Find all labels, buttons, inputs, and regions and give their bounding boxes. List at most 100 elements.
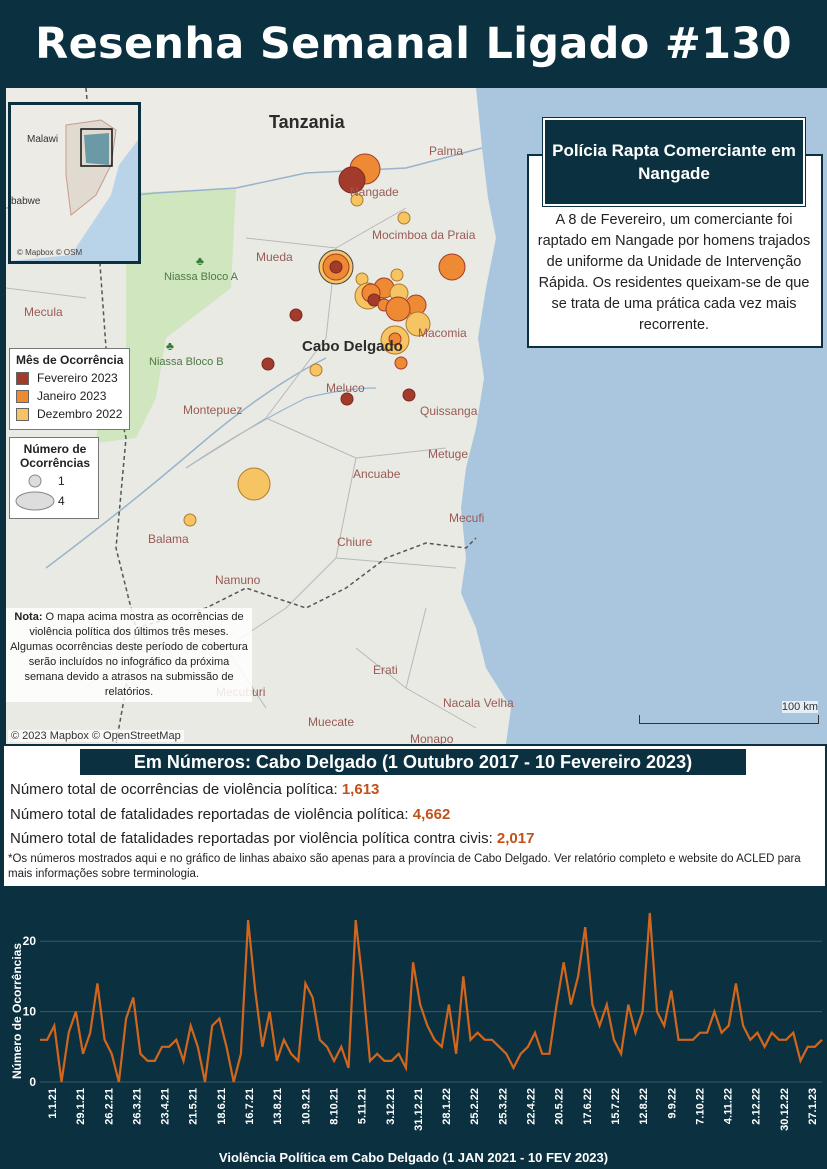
legend-month-title: Mês de Ocorrência — [16, 353, 124, 367]
map-label-mecula: Mecula — [24, 305, 63, 319]
callout-title: Polícia Rapta Comerciante em Nangade — [542, 117, 806, 207]
x-tick-label: 15.7.22 — [610, 1088, 622, 1125]
x-tick-label: 17.6.22 — [582, 1088, 594, 1125]
map-label-mueda: Mueda — [256, 250, 293, 264]
legend-size-min: 1 — [58, 474, 65, 488]
x-tick-label: 23.4.21 — [160, 1088, 172, 1125]
map-label-nangade: Nangade — [350, 185, 399, 199]
y-tick-label: 0 — [29, 1075, 36, 1089]
map-note-text: O mapa acima mostra as ocorrências de vi… — [10, 611, 248, 698]
line-chart: 0 10 20 1.1.21 29.1.21 26.2.21 26.3.21 23.4.21… — [23, 912, 823, 1131]
numbers-line: Número total de fatalidades reportadas d… — [10, 806, 450, 823]
map-label-quissanga: Quissanga — [420, 404, 478, 418]
map-label-namuno: Namuno — [215, 573, 261, 587]
y-tick-label: 10 — [23, 1005, 37, 1019]
map-note-bold: Nota: — [14, 611, 43, 623]
x-tick-label: 29.1.21 — [75, 1088, 87, 1125]
map-label-erati: Erati — [373, 663, 398, 677]
line-chart-panel: Número de Ocorrências 0 10 20 1.1.21 29.1.2… — [0, 886, 827, 1169]
map-label-montepuez: Montepuez — [183, 403, 243, 417]
numbers-footnote: *Os números mostrados aqui e no gráfico … — [8, 853, 801, 880]
map-label-chiure: Chiure — [337, 535, 373, 549]
legend-item-label: Fevereiro 2023 — [37, 371, 118, 385]
legend-swatch — [16, 407, 29, 421]
legend-size: Número de Ocorrências 1 4 — [9, 437, 99, 519]
x-tick-label: 3.12.21 — [385, 1088, 397, 1125]
series-line — [40, 912, 823, 1083]
map-label-balama: Balama — [148, 532, 189, 546]
legend-item-label: Dezembro 2022 — [37, 407, 123, 421]
numbers-line-label: Número total de fatalidades reportadas d… — [10, 806, 413, 823]
x-tick-label: 28.1.22 — [441, 1088, 453, 1125]
numbers-line: Número total de ocorrências de violência… — [10, 781, 379, 798]
map-label-nacala-velha: Nacala Velha — [443, 696, 514, 710]
x-tick-label: 16.7.21 — [244, 1088, 256, 1125]
provincial-border — [135, 537, 477, 629]
numbers-line: Número total de fatalidades reportadas p… — [10, 830, 534, 847]
legend-size-scale: 1 4 — [14, 470, 96, 514]
legend-swatch — [16, 389, 29, 403]
map-label-cabo-delgado: Cabo Delgado — [302, 338, 403, 355]
x-tick-label: 9.9.22 — [666, 1088, 678, 1119]
x-tick-label: 25.3.22 — [497, 1088, 509, 1125]
numbers-line-label: Número total de fatalidades reportadas p… — [10, 830, 497, 847]
map-label-ancuabe: Ancuabe — [353, 467, 401, 481]
map-label-monapo: Monapo — [410, 732, 454, 744]
river — [185, 387, 377, 469]
x-tick-label: 26.2.21 — [103, 1088, 115, 1125]
chart-grid — [40, 940, 822, 1083]
numbers-title: Em Números: Cabo Delgado (1 Outubro 2017… — [80, 749, 746, 775]
map-label-mecufi: Mecufi — [449, 511, 485, 525]
map-label-muecate: Muecate — [308, 715, 355, 729]
inset-attribution: © Mapbox © OSM — [17, 248, 83, 257]
legend-item-label: Janeiro 2023 — [37, 389, 107, 403]
x-tick-label: 18.6.21 — [216, 1088, 228, 1125]
callout-text: A 8 de Fevereiro, um comerciante foi rap… — [537, 212, 811, 333]
x-tick-label: 20.5.22 — [554, 1088, 566, 1125]
inset-label-malawi: Malawi — [27, 134, 59, 145]
x-tick-label: 2.12.22 — [751, 1088, 763, 1125]
x-tick-label: 4.11.22 — [723, 1088, 735, 1124]
map-label-metuge: Metuge — [428, 447, 469, 461]
map-label-palma: Palma — [429, 144, 464, 158]
chart-x-title: Violência Política em Cabo Delgado (1 JA… — [218, 1150, 609, 1165]
legend-size-title: Número de Ocorrências — [19, 442, 91, 470]
x-tick-label: 5.11.21 — [357, 1088, 369, 1124]
x-tick-label: 8.10.21 — [328, 1088, 340, 1125]
map-label-macomia: Macomia — [418, 326, 467, 340]
map-note: Nota: O mapa acima mostra as ocorrências… — [6, 608, 252, 702]
map-label-meluco: Meluco — [326, 381, 365, 395]
numbers-panel: Em Números: Cabo Delgado (1 Outubro 2017… — [2, 744, 827, 888]
event-markers — [183, 153, 466, 527]
x-tick-label: 30.12.22 — [779, 1088, 791, 1131]
x-tick-label: 12.8.22 — [638, 1088, 650, 1125]
chart-y-ticks: 0 10 20 — [23, 934, 37, 1089]
river — [45, 357, 327, 569]
map-credit[interactable]: © 2023 Mapbox © OpenStreetMap — [8, 730, 184, 742]
tree-icon: ♣ — [166, 339, 174, 353]
x-tick-label: 1.1.21 — [47, 1088, 59, 1119]
legend-month: Mês de Ocorrência Fevereiro 2023 Janeiro… — [9, 348, 131, 430]
map-label-niassa-a: Niassa Bloco A — [164, 271, 238, 283]
map-label-mocimboa: Mocimboa da Praia — [372, 228, 476, 242]
chart-x-ticks: 1.1.21 29.1.21 26.2.21 26.3.21 23.4.21 21.5.2… — [47, 1088, 819, 1131]
numbers-line-value: 4,662 — [412, 806, 451, 823]
x-tick-label: 31.12.21 — [413, 1088, 425, 1131]
inset-map: Malawi babwe © Mapbox © OSM — [8, 102, 141, 264]
x-tick-label: 27.1.23 — [807, 1088, 819, 1125]
numbers-line-label: Número total de ocorrências de violência… — [10, 781, 342, 798]
header: Resenha Semanal Ligado #130 — [0, 0, 827, 88]
map-panel[interactable]: ♣ ♣ Tanzania Palma Nangade Mocimboa da P… — [6, 88, 827, 744]
legend-item: Janeiro 2023 — [16, 389, 123, 403]
map-scale-bar: 100 km — [639, 701, 819, 724]
x-tick-label: 10.9.21 — [300, 1088, 312, 1125]
y-tick-label: 20 — [23, 934, 37, 948]
x-tick-label: 26.3.21 — [131, 1088, 143, 1125]
legend-item: Fevereiro 2023 — [16, 371, 123, 385]
page-title: Resenha Semanal Ligado #130 — [35, 19, 792, 69]
tree-icon: ♣ — [196, 254, 204, 268]
inset-canvas — [11, 105, 138, 261]
x-tick-label: 22.4.22 — [526, 1088, 538, 1125]
legend-swatch — [16, 371, 29, 385]
map-scale-label: 100 km — [781, 701, 818, 713]
